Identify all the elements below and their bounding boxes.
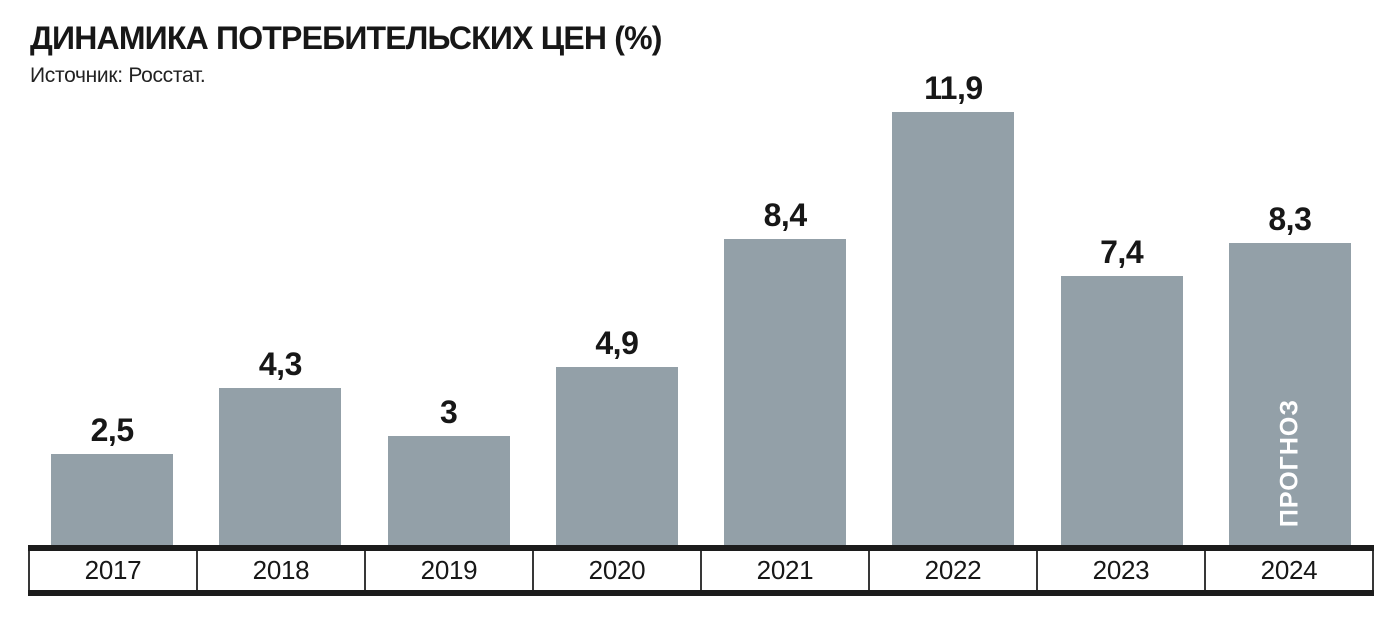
bar bbox=[555, 367, 678, 545]
bar-value-label: 2,5 bbox=[90, 412, 134, 448]
bar-group: 4,9 bbox=[533, 0, 701, 545]
x-axis-label: 2018 bbox=[198, 551, 366, 590]
x-axis-baseline bbox=[28, 545, 1374, 551]
bar bbox=[219, 388, 342, 545]
bar-group: 11,9 bbox=[869, 0, 1037, 545]
chart-title: ДИНАМИКА ПОТРЕБИТЕЛЬСКИХ ЦЕН (%) bbox=[30, 20, 662, 56]
bar bbox=[387, 436, 510, 545]
bar-group: 8,4 bbox=[701, 0, 869, 545]
bar-group: 8,3 ПРОГНОЗ bbox=[1206, 0, 1374, 545]
bar-value-label: 11,9 bbox=[924, 70, 983, 106]
bar-value-label: 3 bbox=[439, 394, 458, 430]
bar-value-label: 8,3 bbox=[1268, 201, 1312, 237]
bar-value-label: 8,4 bbox=[763, 197, 807, 233]
forecast-label: ПРОГНОЗ bbox=[1275, 398, 1304, 527]
bar-value-label: 7,4 bbox=[1100, 234, 1144, 270]
chart-source: Источник: Росстат. bbox=[30, 64, 206, 87]
bar bbox=[51, 454, 174, 545]
bar bbox=[892, 112, 1015, 545]
x-axis-label: 2017 bbox=[28, 551, 198, 590]
x-axis-label: 2019 bbox=[366, 551, 534, 590]
plot-area: 2,5 4,3 3 4,9 8,4 11,9 7,4 8,3 ПРОГНОЗ bbox=[28, 0, 1374, 545]
bar bbox=[1060, 276, 1183, 545]
bar-value-label: 4,9 bbox=[595, 325, 639, 361]
bar bbox=[724, 239, 847, 545]
bar-group: 3 bbox=[365, 0, 533, 545]
bar-group: 4,3 bbox=[196, 0, 364, 545]
bar-value-label: 4,3 bbox=[258, 346, 302, 382]
bar-group: 7,4 bbox=[1038, 0, 1206, 545]
bar-group: 2,5 bbox=[28, 0, 196, 545]
axis-bottom-rule bbox=[28, 590, 1374, 596]
x-axis-label: 2024 bbox=[1206, 551, 1374, 590]
x-axis-label: 2021 bbox=[702, 551, 870, 590]
x-axis-label: 2023 bbox=[1038, 551, 1206, 590]
x-axis-label: 2022 bbox=[870, 551, 1038, 590]
x-axis-labels: 2017 2018 2019 2020 2021 2022 2023 2024 bbox=[28, 551, 1374, 590]
x-axis-label: 2020 bbox=[534, 551, 702, 590]
bar: ПРОГНОЗ bbox=[1228, 243, 1351, 545]
